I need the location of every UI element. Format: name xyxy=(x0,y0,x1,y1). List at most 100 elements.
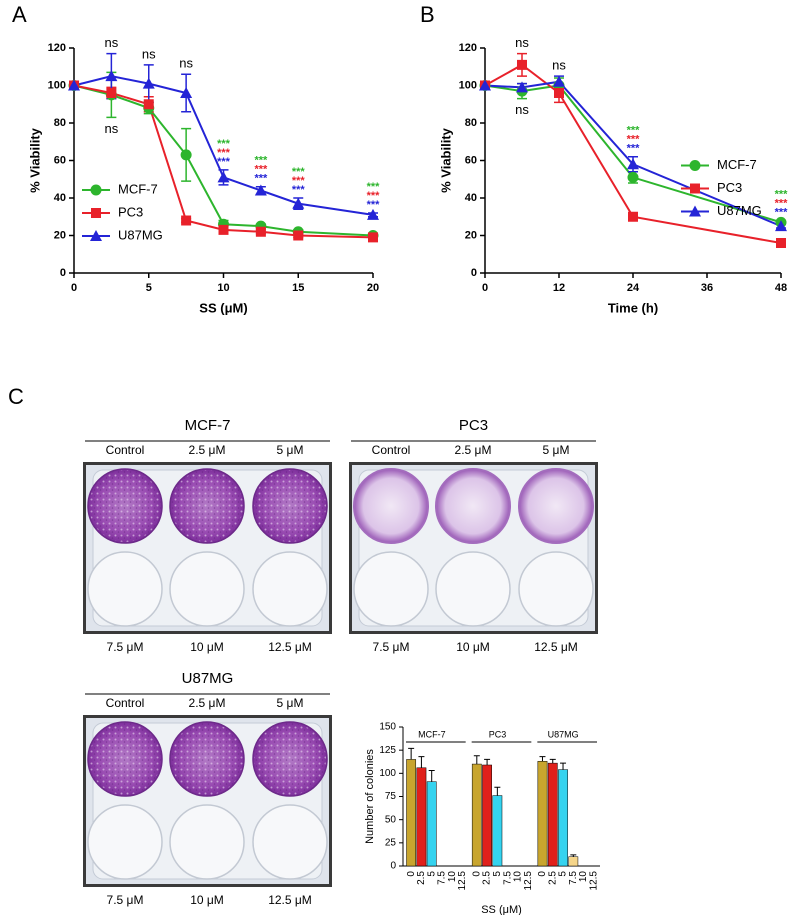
annotation: *** xyxy=(627,134,641,146)
x-tick-label: 0 xyxy=(537,871,548,877)
error-bar xyxy=(408,747,415,760)
y-tick-label: 0 xyxy=(60,267,66,279)
y-tick-label: 25 xyxy=(385,837,397,848)
annotation: *** xyxy=(367,199,381,211)
well-stained xyxy=(518,468,594,544)
well-empty xyxy=(252,804,328,880)
well-label: 2.5 μM xyxy=(189,443,226,457)
y-axis-label: % Viability xyxy=(27,127,42,193)
marker xyxy=(368,232,378,243)
marker xyxy=(180,149,192,161)
annotation: *** xyxy=(292,175,306,187)
x-axis-label: Time (h) xyxy=(608,300,658,315)
x-tick-label: 10 xyxy=(447,871,458,883)
annotation: *** xyxy=(292,166,306,178)
plate-title: PC3 xyxy=(459,417,488,434)
bar xyxy=(416,767,427,867)
legend-marker xyxy=(91,208,101,218)
well-label: 10 μM xyxy=(190,893,224,907)
marker xyxy=(628,211,638,222)
annotation: *** xyxy=(627,125,641,137)
annotation: ns xyxy=(142,46,156,61)
legend-marker xyxy=(90,184,102,196)
x-tick-label: 5 xyxy=(492,871,503,877)
annotation: ns xyxy=(515,102,529,117)
plate-title: MCF-7 xyxy=(185,417,231,434)
x-tick-label: 24 xyxy=(627,282,640,294)
legend-marker xyxy=(689,160,701,171)
well-label: Control xyxy=(106,443,145,457)
bar xyxy=(547,762,558,867)
y-tick-label: 100 xyxy=(48,79,66,91)
marker xyxy=(292,197,305,209)
annotation: *** xyxy=(292,184,306,196)
annotation: *** xyxy=(367,181,381,193)
annotation: *** xyxy=(254,173,268,185)
marker xyxy=(367,208,379,220)
marker xyxy=(627,171,639,183)
x-axis-label: SS (μM) xyxy=(199,300,247,315)
x-tick-label: 2.5 xyxy=(482,871,493,885)
legend-label: MCF-7 xyxy=(118,181,158,196)
panel-label: B xyxy=(420,2,435,27)
x-tick-label: 7.5 xyxy=(437,871,448,885)
legend-marker xyxy=(689,205,701,217)
y-axis-label: % Viability xyxy=(438,127,453,193)
y-tick-label: 80 xyxy=(465,117,477,129)
x-tick-label: 5 xyxy=(426,871,437,877)
y-tick-label: 80 xyxy=(54,117,66,129)
x-tick-label: 5 xyxy=(558,871,569,877)
y-tick-label: 120 xyxy=(48,42,66,54)
marker xyxy=(106,88,117,98)
group-label: PC3 xyxy=(489,729,507,739)
x-tick-label: 0 xyxy=(471,871,482,877)
marker xyxy=(217,171,230,183)
y-tick-label: 20 xyxy=(465,229,477,241)
plate-title: U87MG xyxy=(182,670,234,687)
x-tick-label: 2.5 xyxy=(547,871,558,885)
annotation: ns xyxy=(515,35,529,50)
y-tick-label: 100 xyxy=(379,768,396,779)
error-bar xyxy=(539,756,546,762)
marker xyxy=(293,230,304,241)
annotation: *** xyxy=(254,164,268,176)
annotation: *** xyxy=(775,197,789,209)
well-label: 2.5 μM xyxy=(455,443,492,457)
well-texture xyxy=(89,470,161,542)
well-label: 5 μM xyxy=(543,443,570,457)
x-tick-label: 5 xyxy=(146,282,152,294)
well-label: 2.5 μM xyxy=(189,696,226,710)
x-tick-label: 10 xyxy=(217,282,229,294)
annotation: *** xyxy=(217,147,231,159)
error-bar xyxy=(484,758,491,765)
well-empty xyxy=(169,804,245,880)
y-axis-label: Number of colonies xyxy=(364,749,376,844)
bar xyxy=(558,769,568,867)
x-tick-label: 12.5 xyxy=(457,871,468,891)
x-tick-label: 15 xyxy=(292,282,304,294)
legend-label: MCF-7 xyxy=(717,157,757,172)
y-tick-label: 0 xyxy=(471,267,477,279)
x-tick-label: 36 xyxy=(701,282,713,294)
well-label: 12.5 μM xyxy=(534,640,578,654)
well-texture xyxy=(254,723,326,795)
annotation: *** xyxy=(775,188,789,200)
well-empty xyxy=(169,551,245,627)
well-empty xyxy=(435,551,511,627)
y-tick-label: 20 xyxy=(54,229,66,241)
marker xyxy=(775,220,787,232)
x-tick-label: 0 xyxy=(406,871,417,877)
x-axis-label: SS (μM) xyxy=(481,904,522,915)
annotation: *** xyxy=(217,138,231,150)
error-bar xyxy=(418,756,425,768)
annotation: *** xyxy=(775,206,789,218)
bar xyxy=(426,781,437,867)
error-bar xyxy=(494,786,501,796)
well-empty xyxy=(87,804,163,880)
y-tick-label: 60 xyxy=(465,154,477,166)
annotation: *** xyxy=(367,190,381,202)
x-tick-label: 0 xyxy=(482,282,488,294)
well-label: 5 μM xyxy=(277,696,304,710)
x-tick-label: 10 xyxy=(513,871,524,883)
